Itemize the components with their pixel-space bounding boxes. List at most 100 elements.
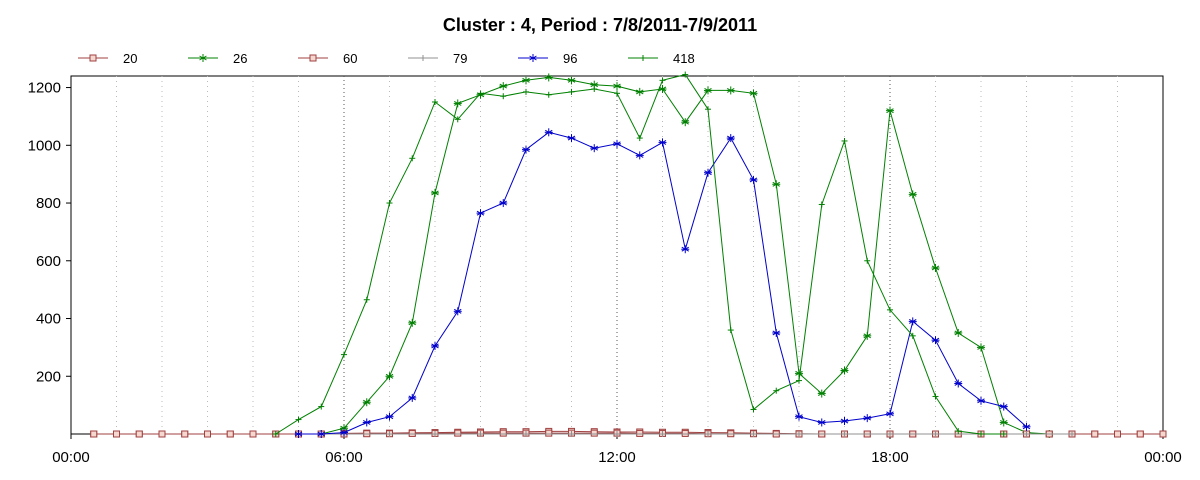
data-point	[1023, 431, 1030, 437]
data-point	[135, 430, 143, 438]
legend-label: 60	[343, 51, 357, 66]
x-tick-label: 18:00	[871, 449, 909, 466]
data-point	[749, 175, 758, 184]
data-point	[658, 84, 667, 93]
data-point	[817, 389, 826, 398]
data-point	[454, 429, 462, 437]
data-point	[931, 336, 940, 345]
series-layer	[90, 71, 1167, 438]
data-point	[249, 430, 257, 438]
data-point	[545, 429, 553, 437]
data-point	[978, 431, 984, 437]
data-point	[522, 145, 530, 154]
data-point	[886, 409, 894, 418]
data-point	[590, 144, 599, 153]
data-point	[408, 393, 417, 402]
y-tick-label: 1000	[28, 137, 61, 154]
y-tick-label: 800	[36, 195, 61, 212]
legend-label: 96	[563, 51, 577, 66]
data-point	[887, 431, 893, 437]
data-point	[750, 406, 757, 413]
data-point	[840, 366, 849, 375]
data-point	[705, 431, 711, 437]
data-point	[749, 89, 758, 98]
data-point	[340, 428, 348, 437]
legend-marker	[89, 54, 97, 62]
data-point	[818, 201, 825, 208]
data-point	[795, 412, 803, 421]
data-point	[908, 190, 917, 199]
data-point	[1000, 431, 1007, 437]
data-point	[385, 372, 394, 381]
data-point	[362, 398, 371, 407]
data-point	[705, 106, 711, 113]
data-point	[454, 116, 461, 123]
data-point	[750, 431, 757, 437]
data-point	[432, 98, 438, 105]
data-point	[772, 180, 781, 189]
data-point	[841, 137, 848, 144]
legend-marker	[529, 54, 537, 62]
data-point	[999, 418, 1008, 427]
data-point	[681, 118, 690, 127]
legend-item-96: 96	[518, 51, 577, 66]
data-point	[523, 431, 529, 437]
data-point	[795, 369, 803, 378]
data-point	[1114, 430, 1121, 438]
data-point	[294, 430, 303, 438]
data-point	[635, 87, 644, 96]
data-point	[886, 106, 894, 115]
plot-area	[70, 75, 1164, 435]
data-point	[363, 296, 370, 303]
data-point	[544, 128, 553, 137]
data-point	[932, 431, 939, 437]
data-point	[864, 257, 871, 264]
data-point	[954, 379, 963, 388]
data-point	[955, 428, 962, 435]
legend-label: 418	[673, 51, 695, 66]
data-point	[636, 135, 643, 142]
data-point	[409, 155, 416, 162]
legend-item-26: 26	[188, 51, 247, 66]
data-point	[90, 430, 98, 438]
data-point	[317, 430, 326, 438]
legend-label: 79	[453, 51, 467, 66]
series-96	[294, 128, 1031, 438]
data-point	[840, 417, 849, 426]
data-point	[635, 151, 644, 160]
data-point	[590, 429, 598, 437]
data-point	[681, 245, 690, 254]
data-point	[386, 431, 393, 437]
x-tick-label: 00:00	[1144, 449, 1182, 466]
data-point	[591, 85, 598, 92]
legend-marker	[640, 55, 646, 61]
legend-label: 20	[123, 51, 137, 66]
y-tick-label: 400	[36, 311, 61, 328]
data-point	[408, 429, 416, 437]
legend-item-20: 20	[78, 51, 137, 66]
series-418	[272, 71, 1007, 437]
data-point	[614, 90, 620, 97]
legend-item-60: 60	[298, 51, 357, 66]
data-point	[636, 429, 644, 437]
data-point	[704, 86, 712, 95]
y-tick-label: 200	[36, 368, 61, 385]
data-point	[476, 209, 485, 218]
legend: 20 26 60 79 96 418	[78, 51, 695, 66]
data-point	[999, 402, 1008, 411]
data-point	[863, 331, 872, 340]
data-point	[453, 307, 462, 316]
data-point	[567, 134, 576, 143]
data-point	[204, 430, 211, 438]
data-point	[613, 139, 621, 148]
data-point	[659, 431, 666, 437]
data-point	[841, 431, 848, 437]
data-point	[432, 431, 438, 437]
data-point	[681, 429, 689, 437]
x-axis: 00:00 06:00 12:00 18:00 00:00	[52, 434, 1182, 466]
data-point	[887, 306, 893, 313]
data-point	[863, 414, 872, 423]
data-point	[544, 73, 553, 82]
data-point	[453, 99, 462, 108]
data-point	[909, 332, 916, 339]
